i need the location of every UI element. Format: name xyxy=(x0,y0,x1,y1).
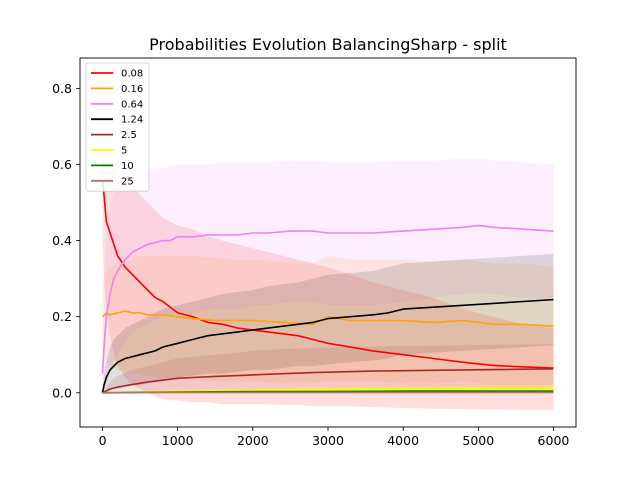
line-series-4 xyxy=(102,368,554,394)
legend-label: 1.24 xyxy=(121,115,143,126)
line-series-1 xyxy=(101,310,554,327)
x-tick-label: 4000 xyxy=(387,433,419,448)
band-series-0 xyxy=(102,149,554,410)
y-tick-label: 0.8 xyxy=(52,81,72,96)
series-lines xyxy=(101,179,554,394)
x-tick-label: 2000 xyxy=(237,433,269,448)
line-series-2 xyxy=(101,224,554,374)
legend-label: 0.64 xyxy=(121,99,143,110)
legend-label: 2.5 xyxy=(121,130,137,141)
y-tick-label: 0.6 xyxy=(52,157,72,172)
legend-label: 25 xyxy=(121,176,134,187)
x-axis: 0 1000 2000 3000 4000 5000 6000 xyxy=(99,427,570,448)
legend-label: 0.16 xyxy=(121,84,143,95)
band-series-1 xyxy=(102,255,554,386)
chart-title: Probabilities Evolution BalancingSharp -… xyxy=(149,35,507,54)
legend: 0.08 0.16 0.64 1.24 2.5 5 10 25 xyxy=(85,62,150,192)
legend-label: 5 xyxy=(121,146,127,157)
legend-box xyxy=(85,62,150,192)
line-series-3 xyxy=(101,298,554,393)
x-tick-label: 5000 xyxy=(462,433,494,448)
line-series-0 xyxy=(101,179,554,369)
x-tick-label: 6000 xyxy=(538,433,570,448)
y-axis: 0.0 0.2 0.4 0.6 0.8 xyxy=(52,81,80,400)
confidence-bands xyxy=(102,149,554,410)
band-series-2 xyxy=(102,158,554,393)
x-tick-label: 1000 xyxy=(162,433,194,448)
legend-label: 0.08 xyxy=(121,69,143,80)
y-tick-label: 0.0 xyxy=(52,385,72,400)
band-series-4 xyxy=(102,344,554,393)
y-tick-label: 0.2 xyxy=(52,309,72,324)
legend-label: 10 xyxy=(121,161,134,172)
y-tick-label: 0.4 xyxy=(52,233,72,248)
band-series-3 xyxy=(102,253,554,393)
x-tick-label: 0 xyxy=(99,433,107,448)
x-tick-label: 3000 xyxy=(312,433,344,448)
